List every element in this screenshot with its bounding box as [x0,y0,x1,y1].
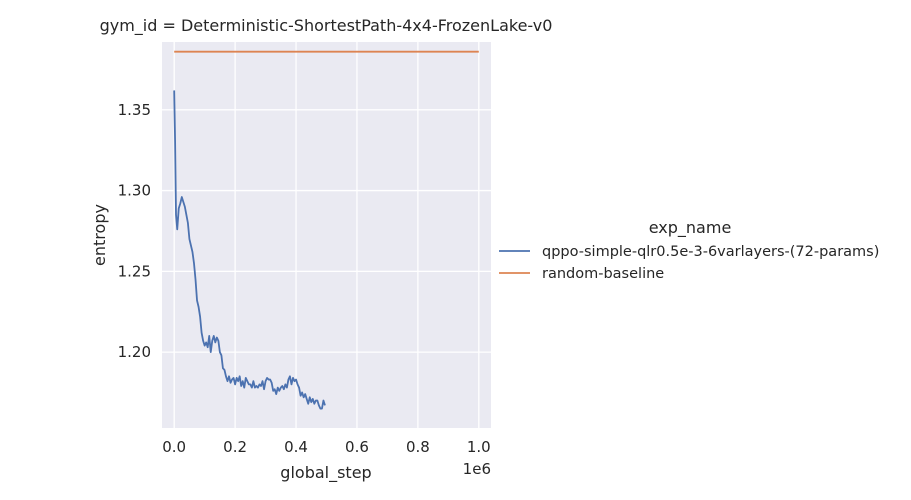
y-tick-labels: 1.20 1.25 1.30 1.35 [118,101,151,361]
grid [162,42,491,428]
x-tick-label: 0.2 [223,438,247,456]
x-tick-label: 0.4 [284,438,308,456]
legend-label: random-baseline [542,266,664,282]
x-offset-text: 1e6 [463,460,491,478]
chart-title: gym_id = Deterministic-ShortestPath-4x4-… [100,16,553,36]
legend-title: exp_name [649,218,732,238]
x-tick-label: 0.0 [162,438,186,456]
y-axis-label: entropy [90,204,109,266]
legend-label: qppo-simple-qlr0.5e-3-6varlayers-(72-par… [542,244,879,260]
x-tick-label: 1.0 [467,438,491,456]
legend: exp_name qppo-simple-qlr0.5e-3-6varlayer… [499,218,879,282]
x-tick-labels: 0.0 0.2 0.4 0.6 0.8 1.0 [162,438,490,456]
series-lines [173,50,479,410]
y-tick-label: 1.25 [118,262,151,280]
y-tick-label: 1.35 [118,101,151,119]
y-tick-label: 1.20 [118,343,151,361]
x-axis-label: global_step [280,463,371,483]
series-line-1 [173,90,326,410]
x-tick-label: 0.6 [345,438,369,456]
y-tick-label: 1.30 [118,182,151,200]
plot-area [162,42,491,428]
x-tick-label: 0.8 [406,438,430,456]
